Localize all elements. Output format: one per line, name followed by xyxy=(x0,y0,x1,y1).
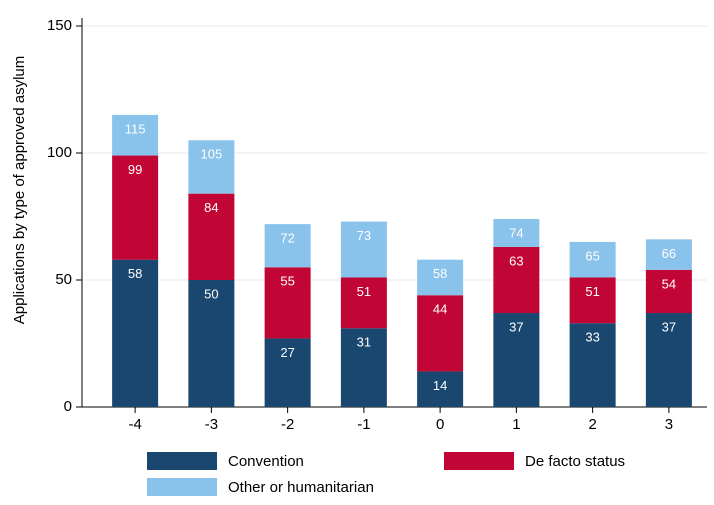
bar-segment xyxy=(112,155,159,260)
value-label: 37 xyxy=(509,319,523,334)
y-tick-label: 0 xyxy=(64,398,72,415)
x-tick-label: 0 xyxy=(436,416,444,433)
value-label: 73 xyxy=(357,228,371,243)
value-label: 58 xyxy=(433,266,447,281)
bar-segment xyxy=(112,114,159,156)
value-label: 44 xyxy=(433,302,447,317)
y-tick-label: 50 xyxy=(55,271,72,288)
y-axis-label: Applications by type of approved asylum xyxy=(11,56,28,324)
value-label: 66 xyxy=(662,246,676,261)
value-label: 115 xyxy=(125,121,146,136)
bar-segment xyxy=(188,193,235,280)
value-label: 84 xyxy=(204,200,218,215)
bar-segment xyxy=(112,259,159,407)
bar-segment xyxy=(264,267,311,339)
x-tick-label: -1 xyxy=(357,416,370,433)
value-label: 105 xyxy=(201,147,223,162)
bar-segment xyxy=(493,246,540,314)
value-label: 99 xyxy=(128,162,142,177)
bar-segment xyxy=(493,219,540,247)
bar-segment xyxy=(569,241,616,278)
x-tick-label: 2 xyxy=(588,416,596,433)
bar-segment xyxy=(417,371,464,407)
x-tick-label: 3 xyxy=(665,416,673,433)
legend-swatch xyxy=(147,478,217,496)
value-label: 55 xyxy=(280,274,294,289)
value-label: 74 xyxy=(509,225,523,240)
value-label: 51 xyxy=(357,284,371,299)
bar-segment xyxy=(493,313,540,407)
legend-swatch xyxy=(147,452,217,470)
x-tick-label: -3 xyxy=(205,416,218,433)
bar-segment xyxy=(188,280,235,407)
bar-segment xyxy=(645,239,692,270)
x-tick-label: -4 xyxy=(128,416,141,433)
value-label: 54 xyxy=(662,276,676,291)
value-label: 65 xyxy=(585,248,599,263)
y-tick-label: 100 xyxy=(47,144,72,161)
bar-segment xyxy=(417,259,464,296)
x-tick-label: -2 xyxy=(281,416,294,433)
value-label: 33 xyxy=(585,330,599,345)
value-label: 14 xyxy=(433,378,447,393)
bar-segment xyxy=(264,224,311,268)
bar-segment xyxy=(340,221,387,278)
x-tick-label: 1 xyxy=(512,416,520,433)
value-label: 51 xyxy=(585,284,599,299)
bar-segment xyxy=(645,269,692,314)
legend-label: De facto status xyxy=(525,453,625,470)
value-label: 63 xyxy=(509,253,523,268)
value-label: 50 xyxy=(204,286,218,301)
legend-swatch xyxy=(444,452,514,470)
legend-label: Other or humanitarian xyxy=(228,479,374,496)
y-tick-label: 150 xyxy=(47,17,72,34)
value-label: 37 xyxy=(662,319,676,334)
bar-segment xyxy=(340,328,387,407)
bar-segment xyxy=(569,323,616,407)
bar-segment xyxy=(188,140,235,194)
legend-label: Convention xyxy=(228,453,304,470)
bar-segment xyxy=(569,277,616,324)
bar-segment xyxy=(340,277,387,329)
value-label: 58 xyxy=(128,266,142,281)
value-label: 27 xyxy=(280,345,294,360)
bar-segment xyxy=(417,295,464,372)
bar-segment xyxy=(264,338,311,407)
value-label: 31 xyxy=(357,335,371,350)
value-label: 72 xyxy=(280,231,294,246)
bar-segment xyxy=(645,313,692,407)
